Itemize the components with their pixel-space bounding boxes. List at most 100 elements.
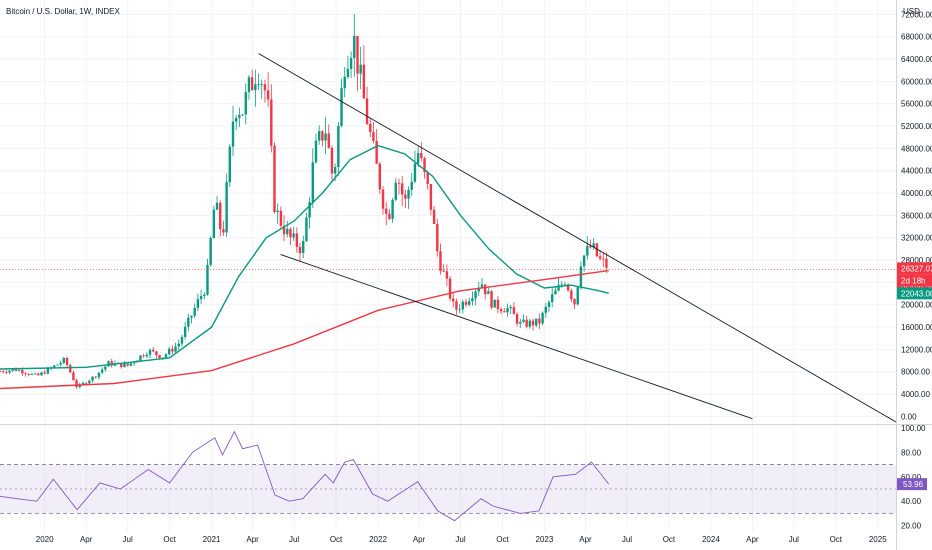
price-tick-label: 20000.00 [901,301,932,310]
candle-body [592,243,595,248]
time-tick-label: Oct [663,535,676,544]
candle-body [142,355,145,357]
candle-body [343,76,346,89]
candle-body [598,256,602,259]
price-tick-label: 72000.00 [901,10,932,19]
candle-body [257,84,260,86]
candle-body [579,266,583,288]
candle-body [279,210,283,226]
price-tick-label: 68000.00 [901,33,932,42]
candle-body [525,319,528,327]
candle-body [234,117,238,122]
candle-body [24,373,27,375]
time-tick-label: Apr [80,535,93,544]
candle-body [461,301,465,310]
time-tick-label: Oct [330,535,343,544]
candle-body [566,284,570,291]
price-tick-label: 36000.00 [901,211,932,220]
candle-body [550,294,554,303]
candle-body [471,298,474,302]
price-tick-label: 60000.00 [901,77,932,86]
candle-body [605,258,608,268]
time-tick-label: Apr [579,535,592,544]
candle-body [177,343,180,347]
candle-body [8,370,11,373]
grid [0,0,896,532]
price-tick-label: 56000.00 [901,100,932,109]
candle-body [522,319,525,322]
rsi-tag-bg [897,478,927,491]
time-tick-label: Apr [746,535,759,544]
price-tick-label: 28000.00 [901,256,932,265]
currency-label: USD [903,7,920,16]
candle-body [337,125,340,168]
trendline-upper [258,53,897,423]
candle-body [423,158,426,173]
rsi-tick-label: 80.00 [901,448,922,457]
candle-body [407,189,410,199]
candle-body [43,372,46,374]
time-tick-label: Jul [455,535,465,544]
candle-body [209,238,212,265]
candle-body [244,92,247,115]
candle-body [496,299,500,310]
candle-body [97,372,101,378]
candle-body [219,202,222,230]
candle-body [356,35,359,74]
candle-body [308,202,311,218]
candle-body [528,320,532,327]
candle-body [241,114,244,116]
candle-body [426,172,429,185]
candle-body [270,99,273,146]
candle-body [503,311,506,313]
trendlines [258,53,897,423]
candle-body [509,306,512,309]
candle-body [187,317,190,327]
candle-body [94,376,97,378]
time-tick-label: 2022 [369,535,387,544]
price-tick-label: 12000.00 [901,345,932,354]
candle-body [174,346,177,352]
candle-body [139,355,142,361]
price-tag-text: 22043.00 [901,289,932,298]
candle-body [413,163,417,182]
price-tick-label: 4000.00 [901,390,930,399]
candle-body [321,131,324,141]
candle-body [506,308,509,313]
candle-body [464,301,468,305]
candle-body [519,321,522,324]
time-tick-label: Oct [830,535,843,544]
candle-body [490,291,493,308]
candle-body [292,233,295,238]
candle-body [104,366,107,370]
countdown-tag-text: 2d 18h [901,276,925,285]
candle-body [180,336,184,344]
candle-body [123,363,126,368]
countdown-tag-bg [897,274,932,287]
candle-body [327,133,330,148]
candle-body [222,229,225,233]
candle-body [190,315,193,318]
candle-body [458,309,461,311]
candle-body [228,146,232,183]
candle-body [286,228,289,235]
candle-body [75,380,78,388]
candle-body [145,354,149,357]
price-tick-label: 32000.00 [901,234,932,243]
candle-body [391,199,394,219]
rsi-tick-label: 60.00 [901,473,922,482]
time-tick-label: Oct [496,535,509,544]
candle-body [46,368,50,374]
candle-body [17,369,21,371]
candle-body [30,373,34,375]
candle-body [21,369,24,374]
time-tick-label: 2023 [536,535,554,544]
time-tick-label: 2025 [869,535,887,544]
candle-body [340,88,343,126]
candle-body [215,202,219,210]
candle-body [81,382,85,385]
candle-body [420,153,423,159]
candle-body [563,284,567,286]
time-tick-label: Jul [289,535,299,544]
